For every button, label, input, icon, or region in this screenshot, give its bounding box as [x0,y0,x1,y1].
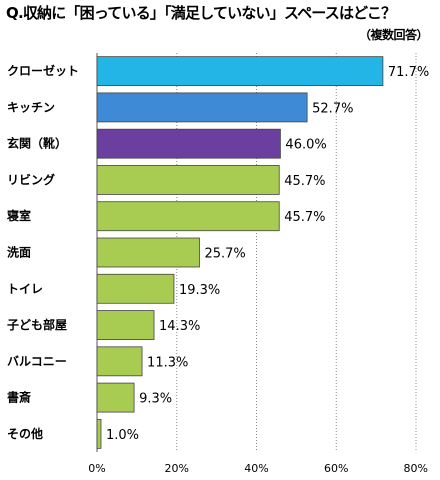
value-label-8: 14.3% [159,319,200,334]
bar-6 [96,237,200,268]
value-label-11: 1.0% [106,428,139,443]
x-tick-label-40: 40% [244,462,268,475]
chart-subtitle: （複数回答） [358,28,429,42]
value-label-10: 9.3% [139,392,172,407]
category-label-1: クローゼット [7,63,79,78]
x-tick-label-20: 20% [165,462,189,475]
bar-8 [96,310,155,340]
bar-11 [96,418,102,449]
category-label-9: バルコニー [7,354,67,368]
x-tick-label-0: 0% [88,462,105,475]
value-label-3: 46.0% [285,138,326,153]
value-label-6: 25.7% [204,247,245,262]
x-tick-label-60: 60% [324,462,348,475]
category-label-7: トイレ [7,282,43,296]
value-label-7: 19.3% [179,283,220,298]
value-label-2: 52.7% [312,101,353,116]
value-label-1: 71.7% [388,65,429,80]
chart-title: Q.収納に「困っている」「満足していない」スペースはどこ？ [6,4,396,22]
category-label-5: 寝室 [7,208,31,223]
category-label-4: リビング [7,172,55,187]
category-label-6: 洗面 [7,245,31,260]
bar-5 [96,201,280,232]
bar-4 [96,165,280,195]
bar-1 [96,56,384,87]
bar-7 [96,273,175,304]
value-label-4: 45.7% [284,174,325,189]
x-tick-label-80: 80% [404,462,428,475]
value-label-9: 11.3% [147,355,188,370]
category-label-10: 書斎 [7,390,31,405]
category-label-8: 子ども部屋 [7,317,67,332]
bar-10 [96,382,135,413]
category-label-2: キッチン [7,100,55,114]
category-label-11: その他 [7,426,43,441]
bar-3 [96,128,281,159]
bar-9 [96,346,143,377]
value-label-5: 45.7% [284,210,325,225]
bar-2 [96,92,308,123]
category-label-3: 玄関（靴） [7,136,67,151]
